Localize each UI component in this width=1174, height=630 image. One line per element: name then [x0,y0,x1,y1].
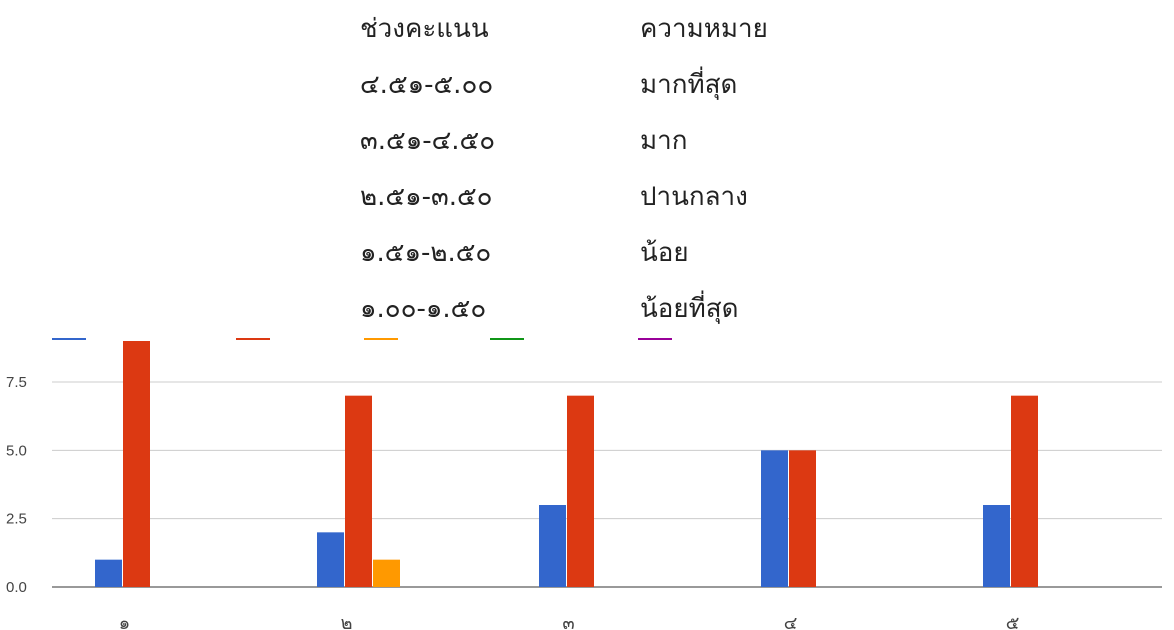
bar [317,532,344,587]
header-range: ช่วงคะแนน [360,14,489,44]
meaning-cell: ปานกลาง [640,182,748,212]
meaning-cell: มากที่สุด [640,70,738,100]
bar [789,450,816,587]
range-cell: ๒.๕๑-๓.๕๐ [360,182,493,212]
x-tick-label: ๒ [341,613,353,630]
y-tick-label: 7.5 [6,374,27,391]
y-tick-label: 0.0 [6,579,27,596]
bar [95,559,122,587]
bar [539,505,566,587]
bar [123,341,150,587]
bar [567,395,594,587]
legend-swatch [236,338,270,340]
range-cell: ๔.๕๑-๕.๐๐ [360,70,494,100]
x-tick-label: ๑ [119,613,130,630]
header-meaning: ความหมาย [640,14,768,44]
x-tick-label: ๕ [1006,613,1020,630]
bar [345,395,372,587]
x-tick-label: ๔ [784,613,798,630]
meaning-cell: น้อย [640,238,689,268]
bar [983,505,1010,587]
bar [373,559,400,587]
y-tick-label: 5.0 [6,442,27,459]
bar [1011,395,1038,587]
bar [761,450,788,587]
x-tick-label: ๓ [562,613,574,630]
y-tick-label: 2.5 [6,511,27,528]
legend-swatch [638,338,672,340]
legend-swatch [52,338,86,340]
range-cell: ๓.๕๑-๔.๕๐ [360,126,496,156]
meaning-cell: น้อยที่สุด [640,294,739,324]
legend-swatch [490,338,524,340]
range-cell: ๑.๐๐-๑.๕๐ [360,294,487,324]
legend-swatch [364,338,398,340]
range-cell: ๑.๕๑-๒.๕๐ [360,238,492,268]
meaning-cell: มาก [640,126,688,156]
